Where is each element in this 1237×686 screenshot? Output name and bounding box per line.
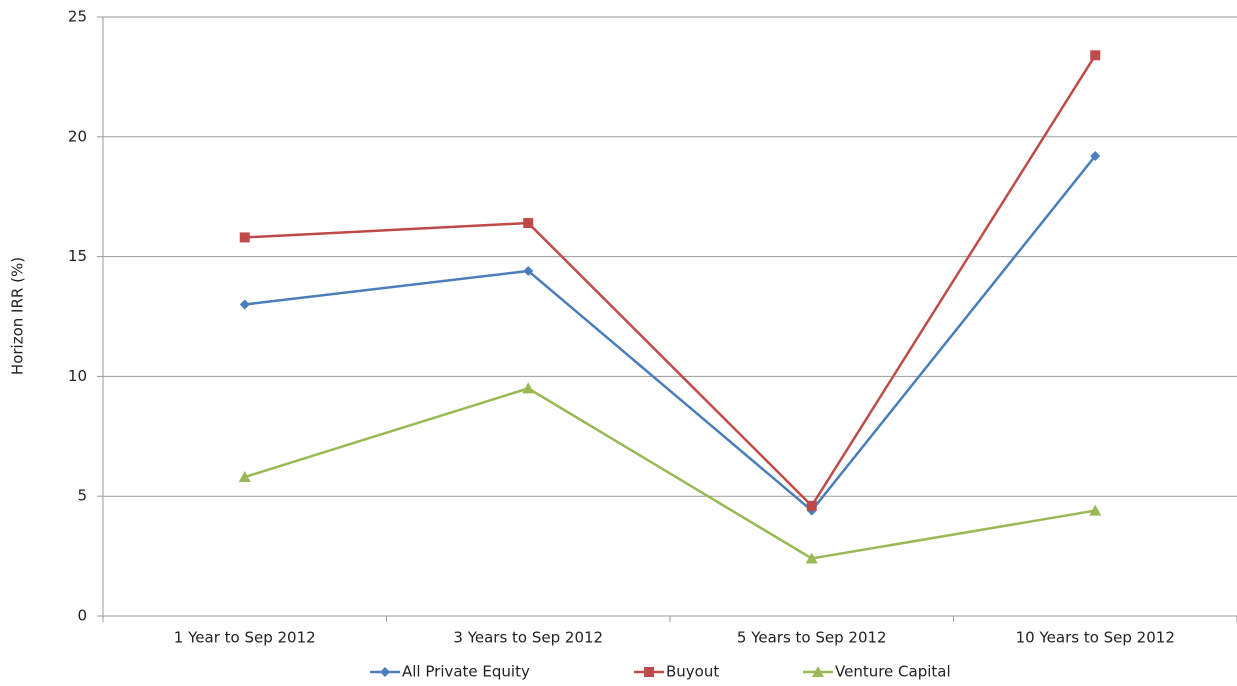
point [239,299,250,310]
legend-marker [380,667,390,677]
point [1089,504,1102,516]
legend-label: Venture Capital [835,663,951,681]
x-tick-label: 10 Years to Sep 2012 [1016,629,1175,647]
point [523,218,534,229]
legend-marker [812,666,824,677]
series-line [244,387,1096,560]
series-line [244,54,1097,508]
point [1090,150,1101,161]
point [1090,50,1101,61]
point [239,232,250,243]
legend-label: Buyout [666,663,719,681]
x-tick-label: 5 Years to Sep 2012 [737,629,887,647]
y-tick-label: 0 [77,607,87,625]
y-tick-label: 20 [68,127,87,145]
y-axis-label: Horizon IRR (%) [9,257,27,375]
point [806,500,817,511]
y-tick-label: 5 [77,487,87,505]
y-tick-label: 10 [68,367,87,385]
y-tick-label: 15 [68,247,87,265]
point [523,265,534,276]
legend-marker [644,667,654,677]
point [522,382,535,394]
y-tick-label: 25 [68,8,87,26]
x-tick-label: 3 Years to Sep 2012 [453,629,603,647]
x-tick-label: 1 Year to Sep 2012 [174,629,316,647]
point [238,471,251,483]
point [805,552,818,564]
legend-label: All Private Equity [402,663,530,681]
series-line [244,155,1097,513]
